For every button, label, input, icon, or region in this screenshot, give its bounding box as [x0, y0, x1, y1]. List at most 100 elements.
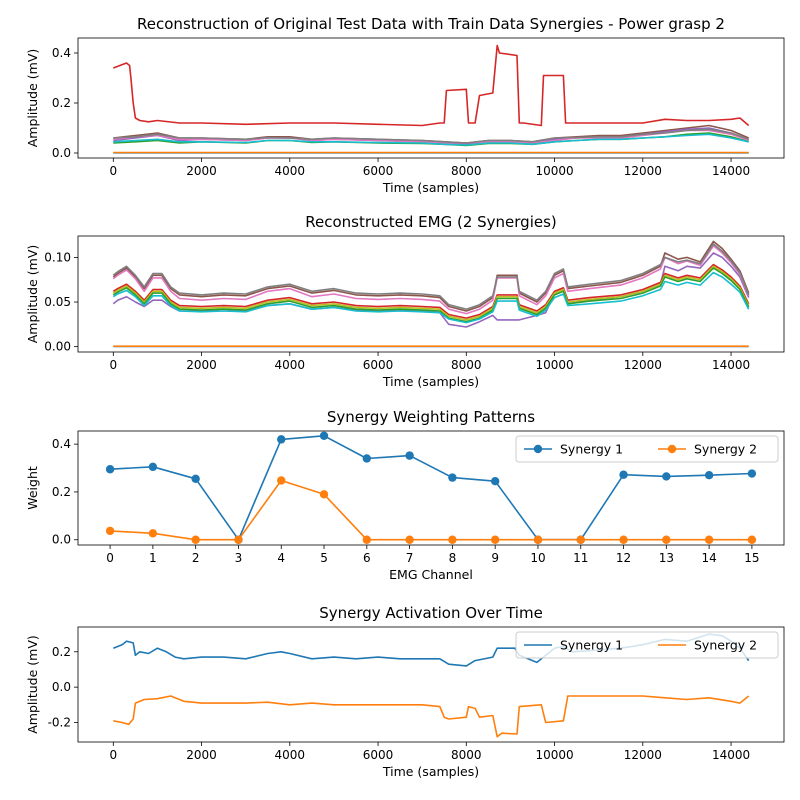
x-tick-label: 6 [363, 551, 371, 565]
legend: Synergy 1 Synergy 2 [515, 631, 779, 659]
x-tick-label: 10000 [535, 358, 573, 372]
x-tick-label: 8000 [451, 164, 482, 178]
legend-label-2: Synergy 2 [694, 638, 757, 653]
series-line-1 [110, 434, 752, 541]
y-tick-label: 0.2 [52, 96, 71, 110]
x-tick-label: 6000 [363, 748, 394, 762]
data-point [105, 465, 115, 474]
x-tick-label: 8000 [451, 748, 482, 762]
legend-label-1: Synergy 1 [560, 442, 623, 457]
x-tick-label: 0 [109, 358, 117, 372]
legend-box [515, 631, 779, 659]
x-tick-label: 2 [192, 551, 200, 565]
y-axis-label: Weight [25, 466, 40, 510]
x-tick-label: 4000 [275, 748, 306, 762]
data-point [362, 454, 372, 463]
series-line-2 [112, 252, 750, 328]
data-point [704, 471, 714, 480]
x-tick-label: 5 [320, 551, 328, 565]
x-tick-label: 4 [277, 551, 285, 565]
legend-label-1: Synergy 1 [560, 638, 623, 653]
x-tick-label: 12000 [624, 164, 662, 178]
data-point [405, 451, 414, 460]
series-line-7 [112, 267, 750, 323]
y-tick-label: 0.10 [44, 250, 71, 264]
y-tick-label: 0.00 [44, 340, 71, 354]
data-point [277, 435, 286, 444]
x-tick-label: 10000 [535, 748, 573, 762]
series-line-4 [112, 243, 750, 311]
chart-title: Synergy Weighting Patterns [327, 408, 535, 426]
legend: Synergy 1 Synergy 2 [515, 435, 779, 463]
x-tick-label: 14000 [712, 748, 750, 762]
data-point [362, 535, 372, 544]
x-tick-label: 4000 [275, 358, 306, 372]
data-point [191, 535, 200, 544]
x-tick-label: 12000 [624, 748, 662, 762]
x-tick-label: 4000 [275, 164, 306, 178]
y-tick-label: 0.05 [44, 295, 71, 309]
x-tick-label: 10000 [535, 164, 573, 178]
data-point [662, 472, 671, 481]
data-point [490, 535, 500, 544]
data-point [533, 535, 543, 544]
x-tick-label: 12000 [624, 358, 662, 372]
data-point [619, 470, 628, 479]
axes-frame [77, 626, 785, 743]
x-tick-label: 0 [109, 164, 117, 178]
x-tick-label: 8 [449, 551, 457, 565]
y-axis-label: Amplitude (mV) [25, 245, 40, 344]
x-tick-label: 6000 [363, 358, 394, 372]
x-axis-label: EMG Channel [389, 567, 473, 582]
y-axis-label: Amplitude (mV) [25, 635, 40, 734]
data-point [704, 535, 714, 544]
x-tick-label: 2000 [186, 358, 217, 372]
y-tick-label: 0.2 [52, 645, 71, 659]
x-tick-label: 12 [616, 551, 631, 565]
data-point [747, 469, 757, 478]
data-point [747, 535, 757, 544]
x-tick-label: 15 [744, 551, 759, 565]
x-tick-label: 3 [235, 551, 243, 565]
data-point [448, 473, 457, 482]
x-tick-label: 9 [491, 551, 499, 565]
x-tick-label: 2000 [186, 164, 217, 178]
data-point [619, 535, 628, 544]
legend-label-2: Synergy 2 [694, 442, 757, 457]
x-axis-label: Time (samples) [382, 180, 479, 195]
data-point [576, 535, 585, 544]
x-tick-label: 14000 [712, 164, 750, 178]
data-point [277, 476, 286, 485]
chart-3: Synergy Weighting Patterns EMG Channel Wei… [25, 408, 785, 582]
axes-frame [77, 235, 785, 353]
series-line-5 [112, 263, 750, 319]
y-tick-label: 0.4 [52, 437, 71, 451]
series-line-1 [113, 44, 750, 127]
series-line-8 [112, 271, 750, 324]
y-tick-label: 0.2 [52, 485, 71, 499]
series-line-1 [112, 240, 750, 312]
data-point [405, 535, 414, 544]
data-point [191, 474, 200, 483]
data-point [234, 535, 243, 544]
x-tick-label: 14 [701, 551, 716, 565]
y-tick-label: -0.2 [48, 716, 71, 730]
x-tick-label: 10 [530, 551, 545, 565]
y-tick-label: 0.0 [52, 533, 71, 547]
series-line-2 [113, 695, 750, 738]
chart-title: Reconstructed EMG (2 Synergies) [305, 213, 557, 231]
x-tick-label: 0 [109, 748, 117, 762]
chart-1: Reconstruction of Original Test Data wit… [25, 15, 785, 195]
x-tick-label: 8000 [451, 358, 482, 372]
legend-marker [667, 444, 677, 454]
data-point [148, 529, 158, 538]
x-tick-label: 1 [149, 551, 157, 565]
y-tick-label: 0.0 [52, 146, 71, 160]
series-line-3 [112, 245, 750, 315]
chart-4: Synergy Activation Over Time Time (sample… [25, 604, 785, 779]
y-tick-label: 0.4 [52, 46, 71, 60]
axes-frame [77, 37, 785, 159]
x-tick-label: 7 [406, 551, 414, 565]
x-tick-label: 6000 [363, 164, 394, 178]
data-point [105, 526, 115, 536]
